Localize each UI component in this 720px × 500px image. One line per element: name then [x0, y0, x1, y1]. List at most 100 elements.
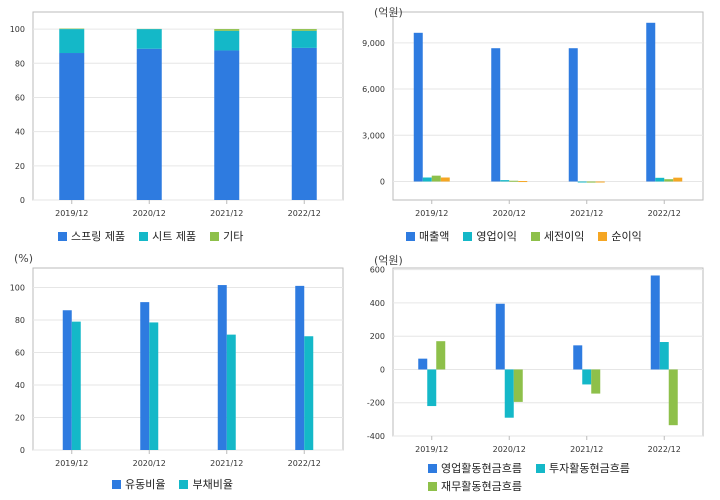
- bar: [673, 178, 682, 182]
- legend-label: 부채비율: [192, 476, 232, 492]
- bar: [414, 33, 423, 182]
- unit-label: (억원): [374, 4, 403, 20]
- y-tick-label: 100: [10, 284, 25, 293]
- bar: [500, 180, 509, 181]
- legend-item: 부채비율: [179, 476, 232, 492]
- y-tick-label: 3,000: [362, 131, 385, 140]
- bar: [149, 322, 158, 450]
- bar: [496, 304, 505, 370]
- y-tick-label: 0: [20, 446, 25, 455]
- x-tick-label: 2019/12: [415, 209, 448, 218]
- bar: [651, 275, 660, 369]
- legend-label: 세전이익: [544, 228, 584, 244]
- bar: [491, 48, 500, 181]
- bar: [214, 31, 239, 51]
- y-tick-label: 400: [370, 299, 385, 308]
- bar: [423, 178, 432, 182]
- legend-label: 시트 제품: [152, 228, 196, 244]
- legend-swatch: [428, 482, 437, 491]
- x-tick-label: 2022/12: [648, 445, 681, 454]
- y-tick-label: -200: [367, 399, 385, 408]
- bar: [578, 182, 587, 183]
- y-tick-label: 20: [15, 162, 25, 171]
- y-tick-label: 200: [370, 332, 385, 341]
- legend-swatch: [179, 480, 188, 489]
- y-tick-label: 80: [15, 316, 25, 325]
- x-tick-label: 2019/12: [55, 209, 88, 218]
- y-tick-label: 100: [10, 25, 25, 34]
- bar: [218, 285, 227, 450]
- bar: [59, 29, 84, 53]
- bar: [441, 178, 450, 182]
- x-tick-label: 2021/12: [210, 209, 243, 218]
- bar: [596, 182, 605, 183]
- y-tick-label: 80: [15, 59, 25, 68]
- x-tick-label: 2019/12: [415, 445, 448, 454]
- bar: [514, 369, 523, 401]
- y-tick-label: 9,000: [362, 39, 385, 48]
- chart-legend: 유동비율 부채비율: [112, 476, 342, 492]
- y-tick-label: 0: [20, 196, 25, 205]
- legend-swatch: [58, 232, 67, 241]
- bar: [664, 179, 673, 181]
- legend-swatch: [531, 232, 540, 241]
- legend-label: 투자활동현금흐름: [549, 460, 630, 476]
- bar: [509, 181, 518, 182]
- bar: [140, 302, 149, 450]
- legend-label: 영업이익: [476, 228, 516, 244]
- x-tick-label: 2020/12: [133, 209, 166, 218]
- bar: [214, 29, 239, 31]
- legend-item: 순이익: [598, 228, 641, 244]
- bar: [569, 48, 578, 181]
- bar: [59, 29, 84, 30]
- y-tick-label: 60: [15, 349, 25, 358]
- legend-item: 시트 제품: [139, 228, 196, 244]
- bar: [587, 182, 596, 183]
- legend-item: 투자활동현금흐름: [536, 460, 630, 476]
- bar: [59, 53, 84, 200]
- x-tick-label: 2022/12: [288, 459, 321, 468]
- bar: [573, 345, 582, 369]
- y-tick-label: 20: [15, 414, 25, 423]
- legend-label: 순이익: [611, 228, 641, 244]
- legend-label: 재무활동현금흐름: [441, 478, 522, 494]
- legend-label: 스프링 제품: [71, 228, 125, 244]
- bar: [304, 336, 313, 450]
- legend-item: 유동비율: [112, 476, 165, 492]
- y-tick-label: 6,000: [362, 85, 385, 94]
- x-tick-label: 2019/12: [55, 459, 88, 468]
- x-tick-label: 2020/12: [133, 459, 166, 468]
- legend-item: 영업이익: [463, 228, 516, 244]
- x-tick-label: 2021/12: [570, 445, 603, 454]
- bar: [436, 341, 445, 369]
- bar: [295, 286, 304, 450]
- legend-swatch: [598, 232, 607, 241]
- bar: [518, 181, 527, 182]
- legend-swatch: [210, 232, 219, 241]
- bar: [292, 29, 317, 31]
- legend-swatch: [139, 232, 148, 241]
- chart-legend: 스프링 제품 시트 제품 기타: [58, 228, 348, 244]
- bar: [427, 369, 436, 406]
- bar: [582, 369, 591, 384]
- legend-swatch: [428, 464, 437, 473]
- legend-item: 스프링 제품: [58, 228, 125, 244]
- bar: [292, 31, 317, 48]
- bar: [646, 23, 655, 182]
- legend-item: 재무활동현금흐름: [428, 478, 522, 494]
- bar: [137, 29, 162, 49]
- bar: [137, 49, 162, 200]
- x-tick-label: 2021/12: [570, 209, 603, 218]
- legend-label: 기타: [223, 228, 243, 244]
- unit-label: (억원): [374, 252, 403, 268]
- unit-label: (%): [14, 252, 33, 265]
- bar: [655, 178, 664, 182]
- legend-item: 기타: [210, 228, 243, 244]
- bar: [72, 322, 81, 450]
- bar: [418, 359, 427, 370]
- legend-item: 매출액: [406, 228, 449, 244]
